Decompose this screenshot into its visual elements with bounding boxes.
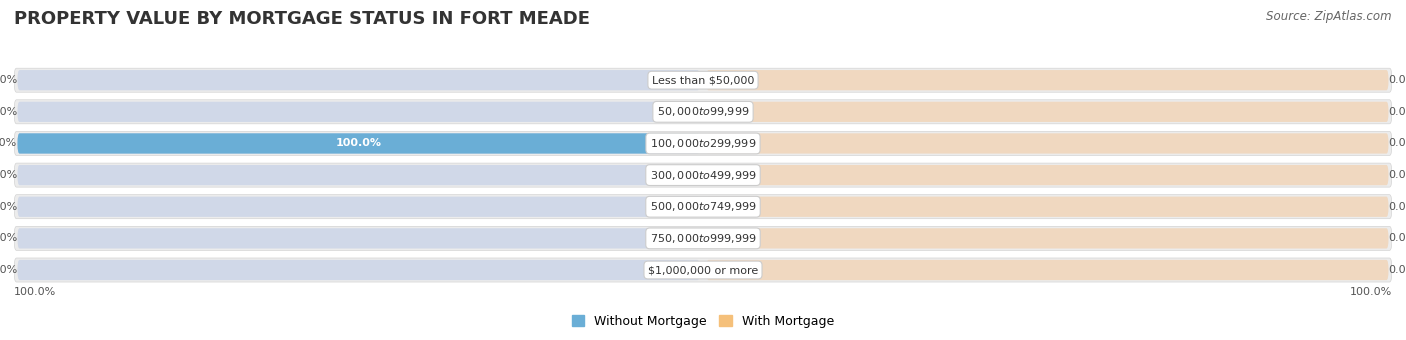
Text: 0.0%: 0.0% (1389, 202, 1406, 212)
FancyBboxPatch shape (14, 226, 1392, 250)
Text: 0.0%: 0.0% (1389, 75, 1406, 85)
FancyBboxPatch shape (17, 260, 700, 280)
FancyBboxPatch shape (706, 102, 1389, 122)
Text: $100,000 to $299,999: $100,000 to $299,999 (650, 137, 756, 150)
Text: 0.0%: 0.0% (0, 202, 17, 212)
FancyBboxPatch shape (17, 228, 700, 249)
FancyBboxPatch shape (14, 100, 1392, 124)
FancyBboxPatch shape (706, 228, 1389, 249)
Text: Source: ZipAtlas.com: Source: ZipAtlas.com (1267, 10, 1392, 23)
FancyBboxPatch shape (706, 260, 1389, 280)
FancyBboxPatch shape (706, 197, 1389, 217)
Text: $1,000,000 or more: $1,000,000 or more (648, 265, 758, 275)
Legend: Without Mortgage, With Mortgage: Without Mortgage, With Mortgage (567, 310, 839, 333)
FancyBboxPatch shape (706, 133, 1389, 154)
FancyBboxPatch shape (17, 197, 700, 217)
Text: 100.0%: 100.0% (1350, 287, 1392, 298)
Text: 0.0%: 0.0% (1389, 170, 1406, 180)
Text: 0.0%: 0.0% (1389, 233, 1406, 243)
Text: $50,000 to $99,999: $50,000 to $99,999 (657, 105, 749, 118)
FancyBboxPatch shape (14, 195, 1392, 219)
FancyBboxPatch shape (17, 133, 700, 154)
FancyBboxPatch shape (706, 70, 1389, 90)
Text: $300,000 to $499,999: $300,000 to $499,999 (650, 169, 756, 182)
Text: 0.0%: 0.0% (1389, 265, 1406, 275)
FancyBboxPatch shape (17, 102, 700, 122)
FancyBboxPatch shape (17, 133, 700, 154)
Text: 0.0%: 0.0% (1389, 107, 1406, 117)
FancyBboxPatch shape (706, 165, 1389, 185)
Text: PROPERTY VALUE BY MORTGAGE STATUS IN FORT MEADE: PROPERTY VALUE BY MORTGAGE STATUS IN FOR… (14, 10, 591, 28)
Text: 0.0%: 0.0% (0, 170, 17, 180)
Text: 0.0%: 0.0% (1389, 138, 1406, 149)
FancyBboxPatch shape (14, 163, 1392, 187)
FancyBboxPatch shape (14, 68, 1392, 92)
Text: 100.0%: 100.0% (0, 138, 17, 149)
FancyBboxPatch shape (14, 258, 1392, 282)
Text: 0.0%: 0.0% (0, 75, 17, 85)
Text: 100.0%: 100.0% (336, 138, 381, 149)
Text: 100.0%: 100.0% (14, 287, 56, 298)
Text: 0.0%: 0.0% (0, 107, 17, 117)
FancyBboxPatch shape (17, 165, 700, 185)
Text: 0.0%: 0.0% (0, 233, 17, 243)
Text: $750,000 to $999,999: $750,000 to $999,999 (650, 232, 756, 245)
FancyBboxPatch shape (14, 132, 1392, 155)
Text: Less than $50,000: Less than $50,000 (652, 75, 754, 85)
Text: 0.0%: 0.0% (0, 265, 17, 275)
Text: $500,000 to $749,999: $500,000 to $749,999 (650, 200, 756, 213)
FancyBboxPatch shape (17, 70, 700, 90)
